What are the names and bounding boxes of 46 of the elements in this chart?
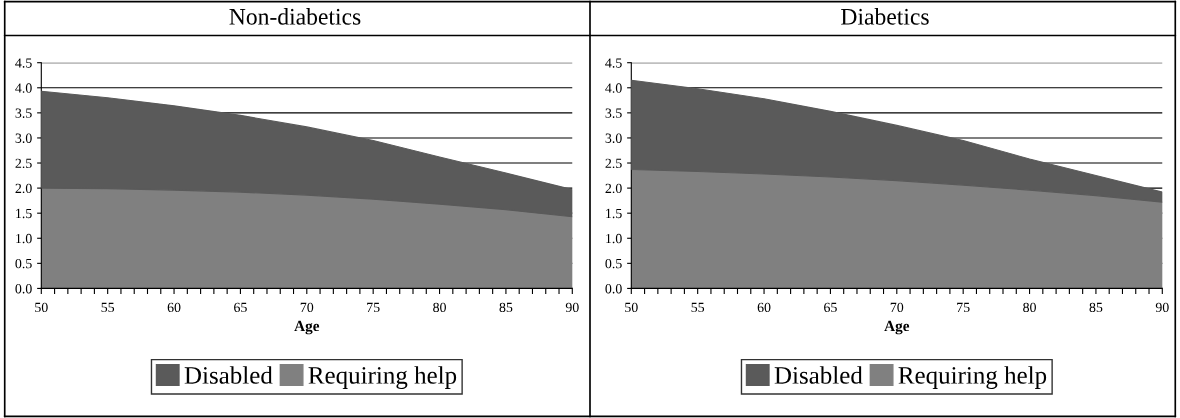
y-tick-label: 2.0	[605, 183, 622, 194]
y-tick-label: 4.0	[15, 83, 32, 93]
x-tick-label: 85	[1089, 302, 1103, 313]
x-tick-label: 75	[367, 302, 380, 313]
x-tick-label: 90	[1155, 302, 1169, 313]
x-tick-label: 65	[234, 302, 247, 313]
x-tick-label: 60	[167, 302, 181, 313]
x-tick-label: 55	[101, 302, 115, 313]
y-tick-label: 1.0	[16, 233, 32, 244]
y-tick-label: 0.5	[15, 258, 32, 269]
y-tick-label: 4.0	[605, 83, 622, 93]
y-tick-label: 0.5	[605, 258, 622, 269]
y-tick-label: 0.0	[15, 284, 32, 294]
x-tick-label: 70	[300, 302, 314, 313]
x-tick-label: 60	[757, 302, 771, 313]
x-tick-label: 55	[691, 302, 705, 313]
x-tick-label: 75	[957, 302, 970, 313]
chart-title: Non-diabetics	[229, 8, 361, 25]
y-tick-label: 2.0	[15, 183, 32, 194]
y-tick-label: 2.5	[15, 158, 32, 169]
legend-label: Requiring help	[308, 366, 457, 389]
y-tick-label: 2.5	[605, 158, 622, 169]
x-tick-label: 80	[433, 302, 446, 313]
chart-title: Diabetics	[841, 8, 929, 25]
x-tick-label: 50	[35, 302, 48, 313]
x-tick-label: 80	[1023, 302, 1036, 313]
y-tick-label: 1.5	[16, 208, 32, 219]
y-tick-label: 3.0	[605, 133, 622, 143]
x-tick-label: 90	[565, 302, 579, 313]
y-tick-label: 3.0	[15, 133, 32, 143]
legend-label: Disabled	[184, 366, 273, 384]
x-tick-label: 65	[824, 302, 837, 313]
y-tick-label: 1.5	[606, 208, 622, 219]
legend-label: Requiring help	[898, 366, 1047, 389]
x-axis-title: Age	[294, 320, 320, 335]
x-tick-label: 50	[625, 302, 638, 313]
x-tick-label: 85	[499, 302, 513, 313]
x-axis-title: Age	[884, 320, 910, 335]
x-tick-label: 70	[890, 302, 904, 313]
y-tick-label: 3.5	[15, 108, 32, 118]
legend-label: Disabled	[774, 366, 863, 384]
y-tick-label: 4.5	[15, 58, 32, 68]
y-tick-label: 4.5	[605, 58, 622, 68]
y-tick-label: 0.0	[605, 284, 622, 294]
y-tick-label: 1.0	[606, 233, 622, 244]
y-tick-label: 3.5	[605, 108, 622, 118]
